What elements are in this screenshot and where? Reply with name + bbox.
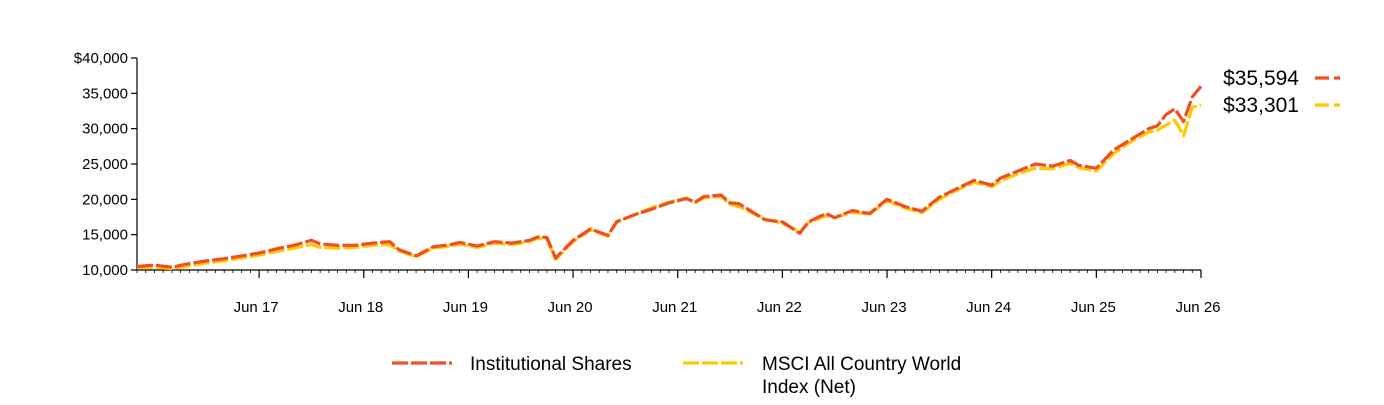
y-axis: 10,000 15,000 20,000 25,000 30,000 35,000 $40,… (74, 50, 138, 279)
x-tick-label: Jun 19 (443, 299, 488, 316)
series-line-institutional-shares (136, 85, 1203, 269)
x-axis: Jun 17 Jun 18 Jun 19 Jun 20 Jun 21 Jun 22 Jun … (136, 269, 1221, 316)
series-line-msci-acwi (136, 103, 1202, 271)
end-value-label: $33,301 (1223, 94, 1299, 117)
y-tick-label: 25,000 (82, 156, 128, 173)
y-tick-label: 15,000 (82, 227, 128, 244)
x-tick-label: Jun 18 (338, 299, 383, 316)
x-tick-label: Jun 23 (862, 299, 907, 316)
y-tick-label: 30,000 (82, 121, 128, 138)
x-tick-label: Jun 26 (1175, 299, 1220, 316)
y-tick-label: 35,000 (82, 85, 128, 102)
legend: Institutional Shares MSCI All Country Wor… (392, 354, 961, 398)
x-tick-label: Jun 21 (652, 299, 697, 316)
legend-label: MSCI All Country World Index (Net) (762, 354, 961, 398)
x-tick-label: Jun 22 (757, 299, 802, 316)
y-tick-label: 20,000 (82, 191, 128, 208)
y-tick-label: 10,000 (82, 262, 128, 279)
x-tick-label: Jun 20 (548, 299, 593, 316)
y-tick-label: $40,000 (74, 50, 128, 67)
legend-label: Institutional Shares (470, 354, 632, 375)
x-tick-label: Jun 17 (234, 299, 279, 316)
x-tick-label: Jun 24 (966, 299, 1011, 316)
end-value-label: $35,594 (1223, 67, 1299, 90)
series-layer (136, 85, 1203, 271)
x-tick-label: Jun 25 (1071, 299, 1116, 316)
end-labels: $35,594 $33,301 (1223, 67, 1344, 117)
